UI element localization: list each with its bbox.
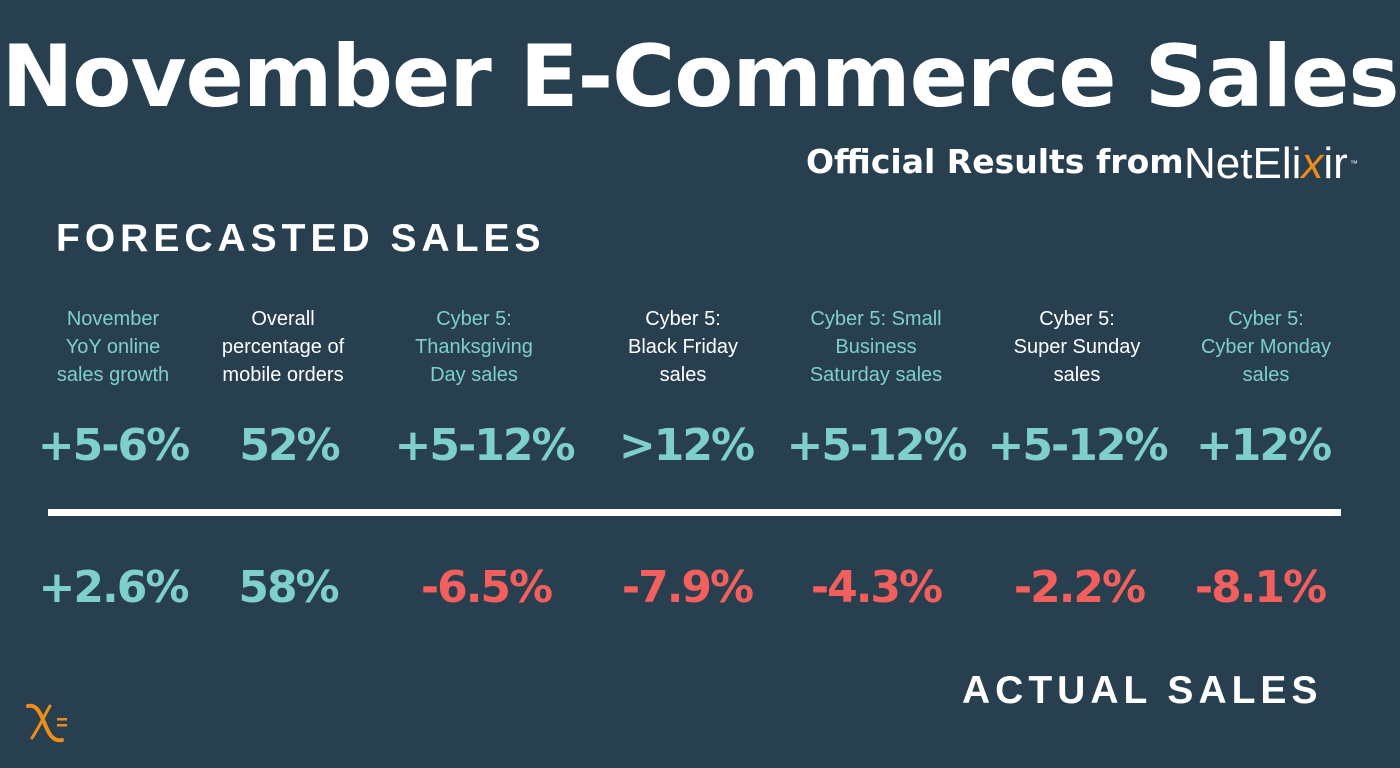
col-label-line: Overall [251,308,315,330]
col-label-line: Day sales [430,364,518,386]
col-label-line: sales [659,364,707,386]
actual-value-small-business-saturday: -4.3% [810,562,943,613]
actual-value-black-friday: -7.9% [621,562,754,613]
netelixir-x-equals-icon [26,703,67,743]
actual-value-thanksgiving: -6.5% [420,562,553,613]
col-label-line: sales [1053,364,1101,386]
col-label-line: November [66,308,160,330]
col-label-line: percentage of [221,336,345,358]
forecast-value-thanksgiving: +5-12% [394,420,575,471]
col-label-black-friday: Cyber 5: Black Friday sales [588,305,778,389]
col-label-line: Cyber 5: [436,308,512,330]
forecasted-sales-heading: FORECASTED SALES [56,217,546,260]
netelixir-logo: NetElixir ™ [1184,141,1358,187]
col-label-mobile-orders: Overall percentage of mobile orders [188,305,378,389]
col-label-yoy-growth: November YoY online sales growth [18,305,208,389]
col-label-line: Thanksgiving [415,336,533,358]
brand-trademark: ™ [1349,159,1358,168]
col-label-line: mobile orders [222,364,344,386]
col-label-line: Cyber Monday [1200,336,1332,358]
divider-line [48,509,1341,516]
actual-value-yoy-growth: +2.6% [38,562,190,613]
forecast-value-black-friday: >12% [618,420,755,471]
col-label-line: Super Sunday [1013,336,1141,358]
actual-sales-heading: ACTUAL SALES [962,669,1323,712]
brand-prefix: NetEli [1184,139,1302,188]
col-label-line: sales [1242,364,1290,386]
brand-suffix: ir [1323,139,1348,188]
forecast-value-mobile-orders: 52% [239,420,340,471]
col-label-line: Black Friday [627,336,739,358]
col-label-thanksgiving: Cyber 5: Thanksgiving Day sales [379,305,569,389]
col-label-line: Cyber 5: [1228,308,1304,330]
col-label-line: YoY online [65,336,161,358]
col-label-small-business-saturday: Cyber 5: Small Business Saturday sales [781,305,971,389]
brand-x: x [1301,139,1324,188]
forecast-value-super-sunday: +5-12% [987,420,1168,471]
col-label-cyber-monday: Cyber 5: Cyber Monday sales [1171,305,1361,389]
actual-value-mobile-orders: 58% [238,562,339,613]
col-label-line: Cyber 5: [1039,308,1115,330]
col-label-line: Cyber 5: Small [810,308,942,330]
col-label-line: Business [835,336,917,358]
forecast-value-small-business-saturday: +5-12% [786,420,967,471]
actual-value-cyber-monday: -8.1% [1194,562,1327,613]
col-label-super-sunday: Cyber 5: Super Sunday sales [982,305,1172,389]
col-label-line: Saturday sales [809,364,943,386]
forecast-value-yoy-growth: +5-6% [37,420,190,471]
col-label-line: Cyber 5: [645,308,721,330]
actual-value-super-sunday: -2.2% [1013,562,1146,613]
page-title: November E-Commerce Sales [1,27,1399,127]
col-label-line: sales growth [56,364,170,386]
forecast-value-cyber-monday: +12% [1195,420,1332,471]
subtitle: Official Results from [806,142,1184,181]
